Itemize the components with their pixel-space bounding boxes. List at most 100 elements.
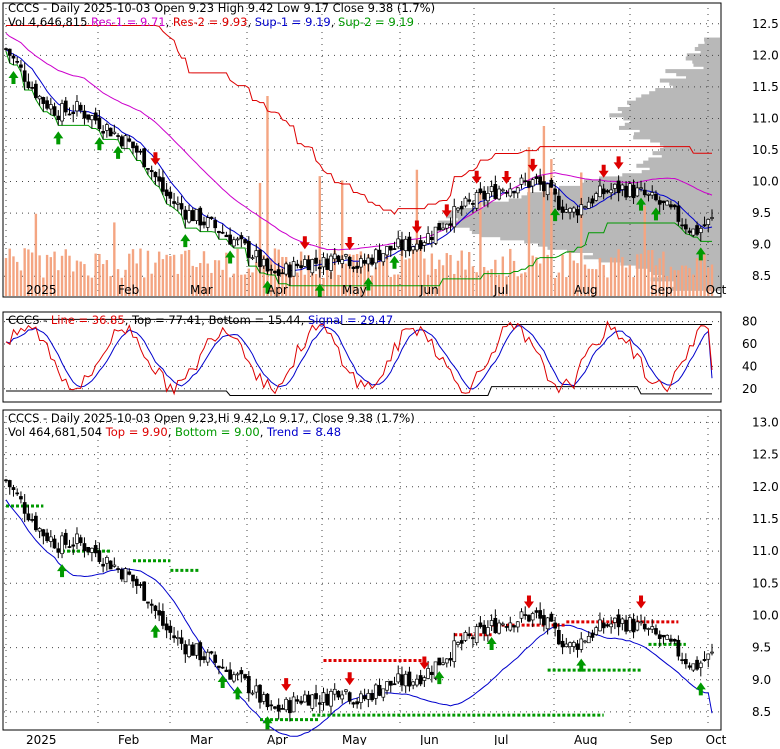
candle-body (444, 658, 449, 664)
candle-body (90, 115, 94, 121)
candle-body (105, 557, 109, 564)
profile-bar (692, 59, 720, 64)
price-header-stats: Vol 4,646,815 Res-1 = 9.71, Res-2 = 9.93… (8, 15, 414, 29)
buy-arrow (225, 250, 236, 264)
volume-bar (348, 254, 351, 296)
candle-body (291, 261, 296, 277)
buy-arrow (94, 137, 105, 151)
volume-bar (423, 258, 426, 296)
volume-bar (692, 274, 695, 296)
profile-bar (622, 173, 720, 178)
candle-body (205, 651, 210, 663)
candle-body (250, 257, 255, 260)
candle-body (635, 187, 640, 197)
profile-bar (700, 50, 720, 55)
volume-bar (434, 268, 437, 296)
volume-bar (352, 254, 355, 296)
volume-bar (639, 253, 643, 296)
candle-body (418, 675, 423, 685)
profile-bar (457, 217, 720, 222)
profile-bar (580, 182, 720, 187)
buy-arrow (217, 674, 228, 688)
y-tick-label: 11.0 (752, 544, 779, 558)
profile-bar (639, 129, 720, 134)
volume-bar (453, 273, 456, 296)
profile-bar (661, 274, 720, 279)
candle-body (669, 204, 673, 208)
candle-body (590, 198, 595, 204)
volume-bar (710, 264, 714, 296)
candle-body (220, 666, 225, 669)
buy-arrow (650, 207, 661, 221)
candle-body (15, 60, 20, 63)
candle-body (366, 257, 371, 265)
volume-bar (602, 264, 605, 296)
candle-body (497, 188, 501, 200)
volume-bar (38, 255, 41, 296)
buy-arrow (363, 277, 374, 291)
profile-bar (669, 286, 720, 291)
candle-body (22, 502, 27, 514)
volume-bar (561, 254, 564, 296)
candle-body (302, 694, 307, 703)
candle-body (471, 202, 475, 205)
profile-bar (698, 43, 720, 48)
candle-body (459, 205, 464, 210)
candle-body (459, 640, 464, 644)
volume-bar (441, 265, 445, 296)
candle-body (310, 694, 315, 709)
candle-body (392, 683, 397, 686)
candle-body (463, 197, 468, 207)
profile-bar (627, 100, 720, 105)
volume-bar (475, 272, 478, 296)
volume-bar (624, 267, 628, 296)
volume-bar (314, 274, 318, 296)
candle-body (564, 643, 569, 648)
volume-bar (677, 270, 680, 296)
candle-body (82, 110, 87, 119)
candle-body (30, 87, 34, 89)
candle-body (164, 189, 169, 197)
profile-bar (459, 207, 720, 212)
candle-body (433, 661, 438, 679)
candle-body (377, 249, 382, 261)
candle-body (11, 55, 16, 59)
res1-label: Res-1 = 9.71 (91, 15, 166, 29)
candle-body (437, 657, 442, 666)
trend-candles (4, 478, 714, 722)
candle-body (433, 226, 438, 244)
candle-body (19, 496, 23, 500)
candle-body (627, 617, 632, 632)
volume-bar (557, 272, 561, 296)
candle-body (635, 621, 640, 631)
candle-body (429, 236, 434, 241)
profile-bar (704, 40, 720, 45)
profile-bar (635, 97, 720, 102)
profile-bar (636, 163, 720, 168)
y-tick-label: 12.0 (752, 48, 779, 62)
volume-bar (609, 257, 613, 296)
price-y-ticks: 12.5 12.0 11.5 11.0 10.5 10.0 9.5 9.0 8.5 (752, 17, 779, 283)
volume-bar (72, 271, 75, 296)
candle-body (710, 651, 714, 654)
candle-body (78, 104, 83, 111)
candle-body (314, 257, 318, 264)
volume-bar (449, 254, 452, 296)
volume-bar (538, 263, 542, 296)
volume-bar (382, 256, 385, 296)
volume-bar (355, 254, 359, 296)
candle-body (232, 674, 236, 682)
volume-bar (583, 264, 587, 296)
profile-bar (693, 62, 720, 67)
candle-body (146, 168, 150, 170)
profile-bar (617, 106, 720, 111)
trend-header-title: CCCS - Daily 2025-10-03 Open 9.23,Hi 9.4… (8, 411, 415, 425)
volume-bar (411, 250, 415, 296)
candle-body (217, 230, 221, 234)
volume-bar (490, 269, 493, 296)
candle-body (239, 235, 244, 240)
candle-body (624, 619, 628, 632)
candle-body (500, 189, 505, 192)
volume-bar (400, 248, 404, 296)
volume-bar (546, 254, 549, 296)
